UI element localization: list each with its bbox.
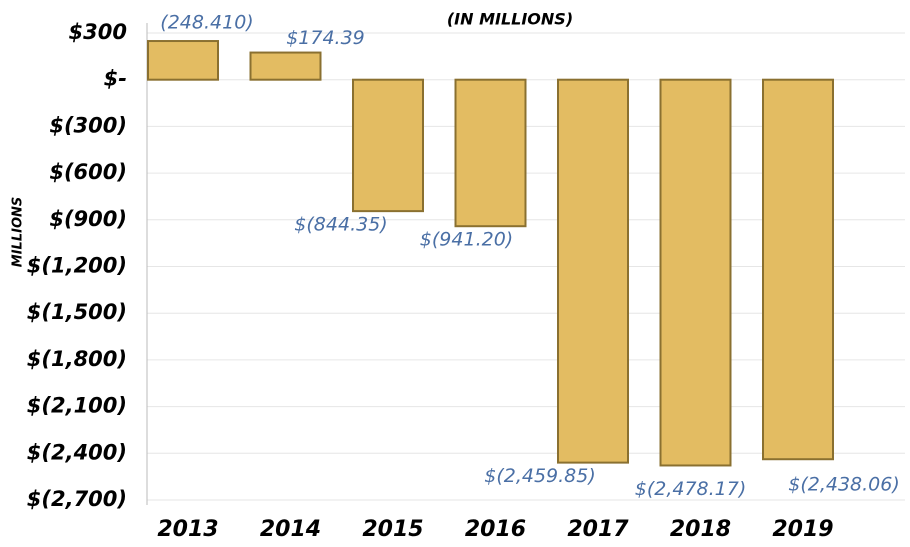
bar — [762, 78, 834, 461]
x-tick-label: 2014 — [260, 517, 321, 542]
value-label: $(844.35) — [294, 214, 387, 236]
y-tick-label: $(2,400) — [27, 440, 127, 464]
x-tick-label: 2019 — [772, 517, 833, 542]
y-tick-label: $300 — [69, 20, 127, 44]
y-tick-label: $(1,500) — [27, 300, 127, 324]
x-tick-label: 2013 — [157, 517, 218, 542]
bar — [454, 78, 527, 228]
y-axis-label: MILLIONS — [11, 197, 26, 267]
y-tick-label: $(2,700) — [27, 487, 127, 511]
value-label: $174.39 — [286, 27, 365, 49]
x-tick-label: 2017 — [567, 517, 629, 542]
value-label: $(2,459.85) — [484, 465, 596, 487]
x-tick-label: 2016 — [465, 517, 526, 542]
y-tick-label: $- — [104, 67, 127, 91]
x-tick-label: 2018 — [670, 517, 731, 542]
y-tick-label: $(900) — [49, 207, 127, 231]
x-tick-label: 2015 — [362, 517, 423, 542]
y-tick-label: $(600) — [49, 160, 127, 184]
bar — [249, 51, 322, 81]
value-label: $(2,438.06) — [788, 474, 900, 496]
y-tick-label: $(300) — [49, 113, 127, 137]
value-label: $(941.20) — [420, 229, 513, 251]
value-label: $(2,478.17) — [635, 478, 747, 500]
y-tick-label: $(2,100) — [27, 394, 127, 418]
y-tick-label: $(1,200) — [27, 254, 127, 278]
bar — [352, 78, 424, 213]
bar — [659, 78, 732, 467]
chart-subtitle: (IN MILLIONS) — [447, 10, 573, 29]
bar — [557, 78, 629, 464]
bar — [147, 40, 219, 81]
value-label: (248.410) — [160, 12, 253, 34]
y-tick-label: $(1,800) — [27, 347, 127, 371]
